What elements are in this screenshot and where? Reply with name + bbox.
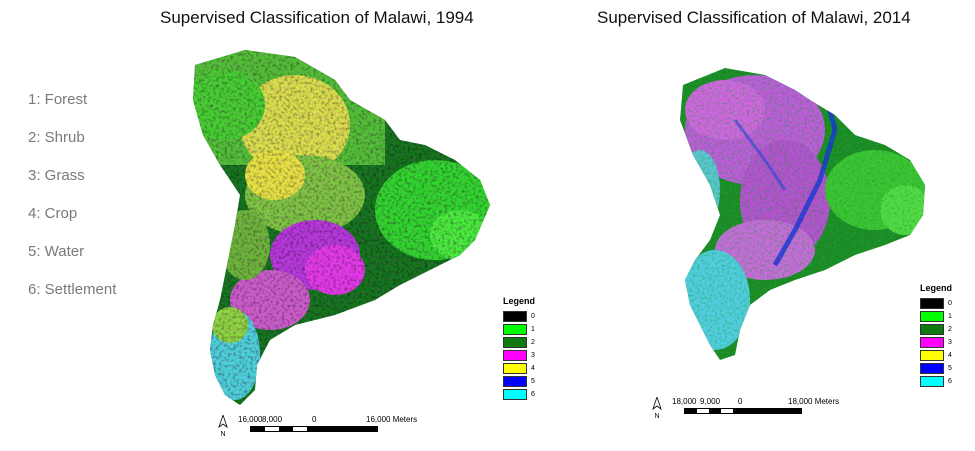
legend-row: 1	[503, 323, 535, 336]
legend-row: 6	[503, 388, 535, 401]
scale-label: 0	[738, 397, 743, 406]
classification-map-2014	[680, 68, 925, 360]
legend-swatch	[920, 298, 944, 309]
legend-value: 3	[948, 339, 952, 346]
legend-value: 5	[948, 365, 952, 372]
legend-2014: Legend 0 1 2 3 4 5 6	[920, 283, 952, 388]
legend-swatch	[920, 376, 944, 387]
north-arrow-icon: N	[218, 413, 228, 438]
north-label: N	[654, 413, 660, 420]
legend-row: 2	[920, 323, 952, 336]
scale-label: 8,000	[262, 415, 283, 424]
legend-swatch	[920, 350, 944, 361]
legend-swatch	[920, 337, 944, 348]
legend-value: 1	[948, 313, 952, 320]
legend-value: 6	[948, 378, 952, 385]
legend-value: 3	[531, 352, 535, 359]
legend-row: 4	[920, 349, 952, 362]
legend-value: 5	[531, 378, 535, 385]
legend-swatch	[503, 337, 527, 348]
legend-title: Legend	[920, 283, 953, 293]
class-item-settlement: 6: Settlement	[28, 281, 117, 298]
scale-label: 18,000 Meters	[788, 397, 840, 406]
class-item-shrub: 2: Shrub	[28, 129, 85, 146]
legend-value: 2	[531, 339, 535, 346]
legend-swatch	[920, 311, 944, 322]
legend-swatch	[503, 324, 527, 335]
legend-swatch	[503, 389, 527, 400]
legend-row: 6	[920, 375, 952, 388]
legend-row: 0	[503, 310, 535, 323]
legend-row: 0	[920, 297, 952, 310]
legend-value: 6	[531, 391, 535, 398]
scale-label: 16,000	[238, 415, 263, 424]
legend-swatch	[503, 311, 527, 322]
class-item-water: 5: Water	[28, 243, 85, 260]
legend-value: 2	[948, 326, 952, 333]
class-item-forest: 1: Forest	[28, 91, 88, 108]
legend-value: 1	[531, 326, 535, 333]
scale-label: 0	[312, 415, 317, 424]
classification-map-1994	[193, 50, 490, 405]
legend-value: 4	[531, 365, 535, 372]
north-arrow-icon: N	[652, 395, 662, 420]
scale-bar-1994: N 16,000 8,000 0 16,000 Meters	[218, 413, 428, 445]
legend-title: Legend	[503, 296, 536, 306]
legend-row: 1	[920, 310, 952, 323]
legend-swatch	[503, 376, 527, 387]
legend-value: 0	[531, 313, 535, 320]
legend-swatch	[503, 363, 527, 374]
scale-label: 9,000	[700, 397, 721, 406]
class-list: 1: Forest 2: Shrub 3: Grass 4: Crop 5: W…	[28, 90, 116, 318]
legend-row: 2	[503, 336, 535, 349]
scale-label: 16,000 Meters	[366, 415, 418, 424]
legend-swatch	[503, 350, 527, 361]
scale-label: 18,000	[672, 397, 697, 406]
legend-1994: Legend 0 1 2 3 4 5 6	[503, 296, 535, 401]
map-title-2014: Supervised Classification of Malawi, 201…	[597, 8, 911, 27]
legend-swatch	[920, 363, 944, 374]
north-label: N	[220, 431, 226, 438]
legend-row: 5	[503, 375, 535, 388]
legend-row: 3	[920, 336, 952, 349]
legend-row: 4	[503, 362, 535, 375]
legend-row: 5	[920, 362, 952, 375]
class-item-grass: 3: Grass	[28, 167, 85, 184]
scale-bar-2014: N 18,000 9,000 0 18,000 Meters	[652, 395, 852, 427]
legend-value: 0	[948, 300, 952, 307]
scale-bar-graphic	[250, 426, 378, 432]
scale-bar-graphic	[684, 408, 802, 414]
class-item-crop: 4: Crop	[28, 205, 78, 222]
legend-value: 4	[948, 352, 952, 359]
legend-swatch	[920, 324, 944, 335]
map-title-1994: Supervised Classification of Malawi, 199…	[160, 8, 474, 27]
legend-row: 3	[503, 349, 535, 362]
